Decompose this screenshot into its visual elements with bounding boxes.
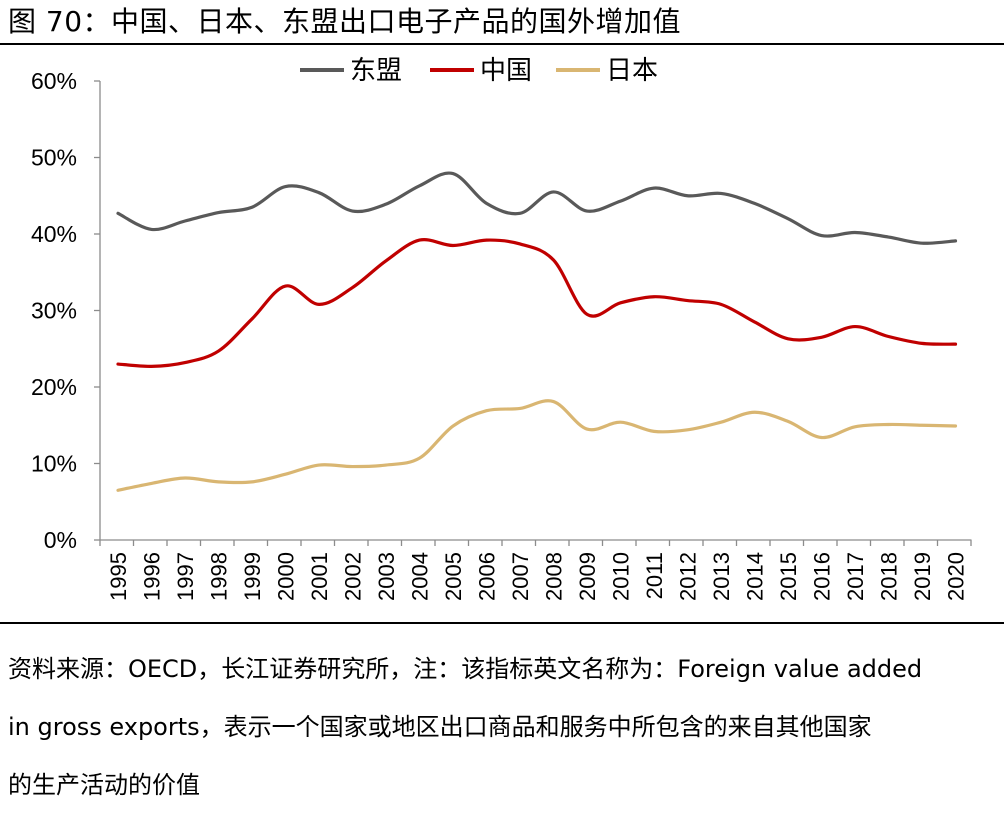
legend-label: 日本 xyxy=(606,56,658,86)
x-tick-label: 2007 xyxy=(508,552,533,601)
x-tick-label: 1995 xyxy=(106,552,131,601)
y-tick-label: 50% xyxy=(31,145,77,171)
x-tick-label: 2010 xyxy=(609,552,634,601)
x-tick-label: 2008 xyxy=(542,552,567,601)
x-tick-label: 2017 xyxy=(843,552,868,601)
title-divider xyxy=(0,43,1004,45)
x-tick-label: 2009 xyxy=(575,552,600,601)
x-tick-label: 2004 xyxy=(408,552,433,601)
chart-series xyxy=(116,171,958,492)
chart-divider xyxy=(0,622,1004,624)
x-tick-label: 2006 xyxy=(475,552,500,601)
x-tick-label: 2003 xyxy=(374,552,399,601)
x-tick-label: 2005 xyxy=(441,552,466,601)
source-note: 资料来源：OECD，长江证券研究所，注：该指标英文名称为：Foreign val… xyxy=(8,640,1003,814)
x-tick-label: 2014 xyxy=(743,552,768,601)
source-note-line: in gross exports，表示一个国家或地区出口商品和服务中所包含的来自… xyxy=(8,713,872,741)
x-tick-label: 2012 xyxy=(676,552,701,601)
x-tick-label: 2015 xyxy=(776,552,801,601)
source-note-line: 的生产活动的价值 xyxy=(8,771,200,799)
x-tick-label: 2018 xyxy=(877,552,902,601)
y-tick-label: 30% xyxy=(31,298,77,324)
y-tick-label: 40% xyxy=(31,221,77,247)
chart-legend: 东盟 中国 日本 xyxy=(300,56,658,86)
x-tick-label: 1998 xyxy=(207,552,232,601)
line-chart: 0% 10% 20% 30% 40% 50% 60% 1995 1996 1997 1998 1999… xyxy=(31,56,972,601)
series-line-东盟 xyxy=(116,171,958,245)
x-tick-label: 2020 xyxy=(944,552,969,601)
x-tick-label: 1996 xyxy=(140,552,165,601)
x-tick-label: 2019 xyxy=(910,552,935,601)
x-tick-label: 2001 xyxy=(307,552,332,601)
y-tick-label: 60% xyxy=(31,68,77,94)
source-note-line: 资料来源：OECD，长江证券研究所，注：该指标英文名称为：Foreign val… xyxy=(8,655,923,683)
x-tick-label: 1997 xyxy=(173,552,198,601)
y-tick-label: 20% xyxy=(31,374,77,400)
x-tick-label: 1999 xyxy=(240,552,265,601)
x-tick-label: 2000 xyxy=(274,552,299,601)
x-tick-label: 2016 xyxy=(810,552,835,601)
series-line-日本 xyxy=(116,399,958,492)
legend-label: 东盟 xyxy=(350,56,402,86)
chart-axes: 0% 10% 20% 30% 40% 50% 60% 1995 1996 1997 1998 1999… xyxy=(31,68,972,601)
y-tick-label: 0% xyxy=(44,527,77,553)
x-tick-label: 2011 xyxy=(642,552,667,599)
chart-title: 图 70：中国、日本、东盟出口电子产品的国外增加值 xyxy=(8,5,682,38)
series-line-中国 xyxy=(116,238,958,368)
legend-label: 中国 xyxy=(480,56,532,86)
y-tick-label: 10% xyxy=(31,451,77,477)
x-tick-label: 2002 xyxy=(341,552,366,601)
x-tick-label: 2013 xyxy=(709,552,734,601)
